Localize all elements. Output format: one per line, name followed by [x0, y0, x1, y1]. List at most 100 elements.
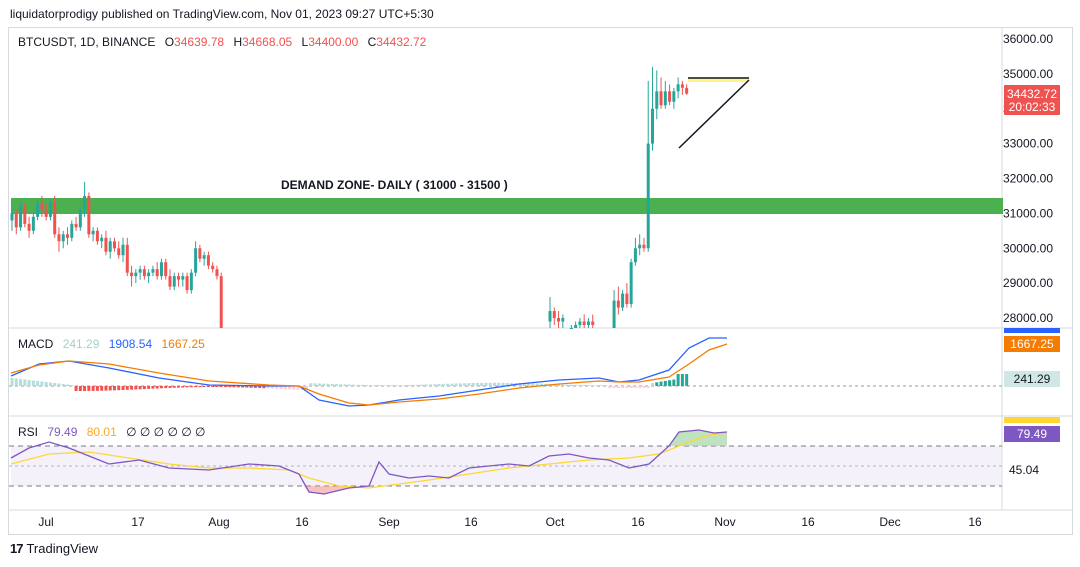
chart-svg[interactable]: DEMAND ZONE- DAILY ( 31000 - 31500 ) BTC… [9, 28, 1072, 534]
macd-hist-bar [599, 385, 603, 386]
macd-signal-line [10, 343, 728, 406]
candle-body [168, 276, 172, 287]
macd-hist-bar [539, 383, 543, 386]
price-tick-label: 35000.00 [1003, 67, 1053, 81]
macd-hist-bar [646, 386, 650, 388]
macd-hist-bar [386, 385, 390, 386]
macd-hist-bar [172, 386, 176, 388]
macd-hist-bar [168, 386, 172, 388]
macd-hist-bar [356, 384, 360, 386]
macd-hist-bar [91, 386, 95, 391]
macd-hist-bar [215, 386, 219, 388]
candle-body [668, 91, 672, 102]
open-label: O [165, 35, 174, 49]
candle-body [74, 223, 78, 228]
macd-hist-bar [428, 384, 432, 386]
rsi-value: 79.49 [47, 425, 77, 439]
candle-body [151, 269, 155, 273]
macd-hist-bar [595, 385, 599, 386]
candle-body [215, 269, 219, 277]
macd-hist-bar [433, 384, 437, 386]
macd-line-value: 1908.54 [109, 337, 153, 351]
macd-hist-bar [206, 386, 210, 388]
candle-body [91, 230, 95, 235]
candle-body [95, 230, 99, 242]
macd-hist-bar [23, 379, 27, 386]
candle-body [181, 276, 185, 280]
time-tick-label: 17 [131, 515, 145, 529]
high-label: H [233, 35, 242, 49]
close-label: C [368, 35, 377, 49]
candle-body [561, 318, 565, 322]
price-axis: 36000.0035000.0034000.0033000.0032000.00… [1003, 32, 1053, 325]
candle-body [552, 311, 556, 318]
macd-hist-bar [288, 386, 292, 390]
candle-body [155, 269, 159, 277]
tradingview-logo[interactable]: 17 TradingView [10, 541, 98, 556]
macd-hist-bar [31, 380, 35, 386]
macd-hist-bar [245, 386, 249, 388]
macd-hist-bar [655, 382, 659, 386]
macd-signal-tag [1004, 336, 1060, 352]
macd-hist-tag [1004, 371, 1060, 387]
rsi-ma-line [10, 432, 728, 489]
candle-body [66, 234, 70, 238]
candle-body [651, 108, 654, 144]
macd-hist-bar [458, 383, 462, 386]
candle-body [586, 321, 590, 325]
macd-hist-bar [394, 385, 398, 386]
candle-body [23, 206, 27, 224]
macd-hist-bar [467, 383, 471, 386]
macd-hist-bar [194, 386, 198, 388]
macd-hist-bar [232, 386, 236, 388]
macd-hist-bar [484, 382, 488, 386]
rsi-oversold-fill [304, 486, 354, 494]
candle-body [185, 276, 189, 291]
macd-hist-bar [651, 383, 654, 386]
macd-hist-bar [339, 384, 343, 386]
macd-hist-bar [66, 384, 70, 386]
macd-hist-bar [228, 386, 232, 388]
macd-hist-bar [672, 379, 676, 386]
macd-hist-bar [420, 384, 424, 386]
macd-hist-bar [424, 384, 428, 386]
demand-zone-band [11, 198, 1003, 214]
candle-body [87, 195, 91, 235]
candle-body [655, 91, 659, 109]
macd-hist-bar [343, 384, 347, 386]
last-price-text: 34432.72 [1007, 87, 1057, 101]
rsi-axis-45: 45.04 [1009, 463, 1039, 477]
candle-body [10, 213, 14, 221]
macd-hist-bar [612, 386, 616, 388]
countdown-text: 20:02:33 [1009, 100, 1056, 114]
macd-hist-bar [44, 382, 48, 386]
demand-zone-label: DEMAND ZONE- DAILY ( 31000 - 31500 ) [281, 178, 508, 192]
macd-hist-bar [61, 384, 65, 386]
candle-body [142, 269, 146, 277]
macd-hist-value: 241.29 [63, 337, 100, 351]
macd-hist-bar [608, 386, 612, 388]
macd-hist-bar [505, 382, 509, 386]
macd-hist-bar [642, 386, 646, 388]
macd-hist-bar [202, 386, 206, 388]
candle-body [621, 293, 625, 308]
macd-hist-bar [330, 383, 334, 386]
macd-hist-bar [313, 383, 317, 386]
macd-hist-bar [134, 386, 138, 390]
candle-body [189, 272, 193, 291]
candle-body [663, 91, 667, 106]
macd-hist-bar [411, 384, 415, 386]
macd-hist-bar [527, 383, 531, 386]
candle-body [172, 276, 176, 287]
macd-hist-bar [130, 386, 134, 390]
candle-body [198, 248, 202, 259]
price-tick-label: 33000.00 [1003, 137, 1053, 151]
macd-hist-bar [377, 385, 381, 386]
macd-hist-bar [364, 384, 368, 386]
macd-hist-bar [475, 382, 479, 386]
candle-body [680, 84, 684, 88]
macd-hist-bar [488, 382, 492, 386]
macd-hist-bar [535, 383, 539, 386]
macd-hist-bar [454, 383, 458, 386]
rsi-tag [1004, 426, 1060, 442]
